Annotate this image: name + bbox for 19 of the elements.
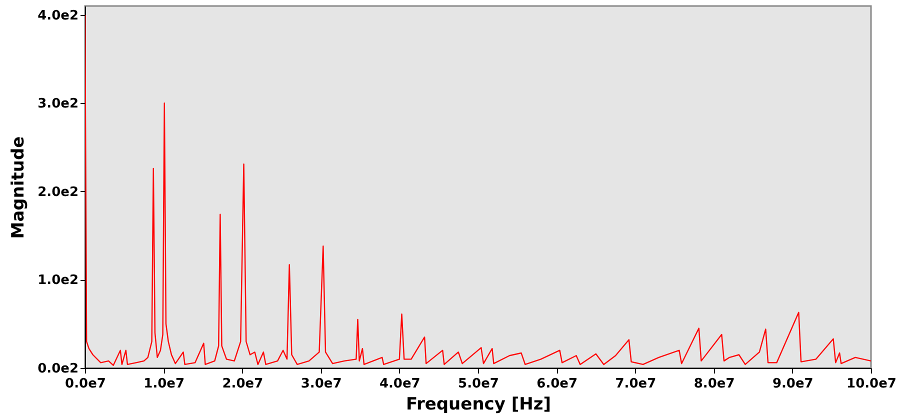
y-axis-title: Magnitude [8, 136, 29, 239]
y-tick-label: 3.0e2 [38, 96, 78, 112]
x-tick-label: 7.0e7 [615, 376, 656, 392]
x-axis-title: Frequency [Hz] [406, 394, 552, 414]
y-tick-label: 2.0e2 [38, 184, 78, 200]
x-tick-label: 1.0e7 [144, 376, 185, 392]
x-tick-label: 5.0e7 [458, 376, 499, 392]
x-tick-label: 10.0e7 [846, 376, 896, 392]
y-tick-label: 0.0e2 [38, 362, 78, 376]
x-tick-label: 2.0e7 [222, 376, 264, 392]
x-tick-label: 3.0e7 [300, 376, 342, 392]
line-series [85, 14, 871, 366]
x-tick-label: 6.0e7 [536, 376, 578, 392]
x-tick-label: 8.0e7 [694, 376, 735, 392]
x-tick-label: 9.0e7 [772, 376, 814, 392]
y-tick-label: 1.0e2 [38, 273, 78, 288]
x-tick-label: 0.0e7 [65, 376, 106, 392]
x-tick-label: 4.0e7 [379, 376, 420, 392]
y-tick-label: 4.0e2 [38, 8, 78, 24]
